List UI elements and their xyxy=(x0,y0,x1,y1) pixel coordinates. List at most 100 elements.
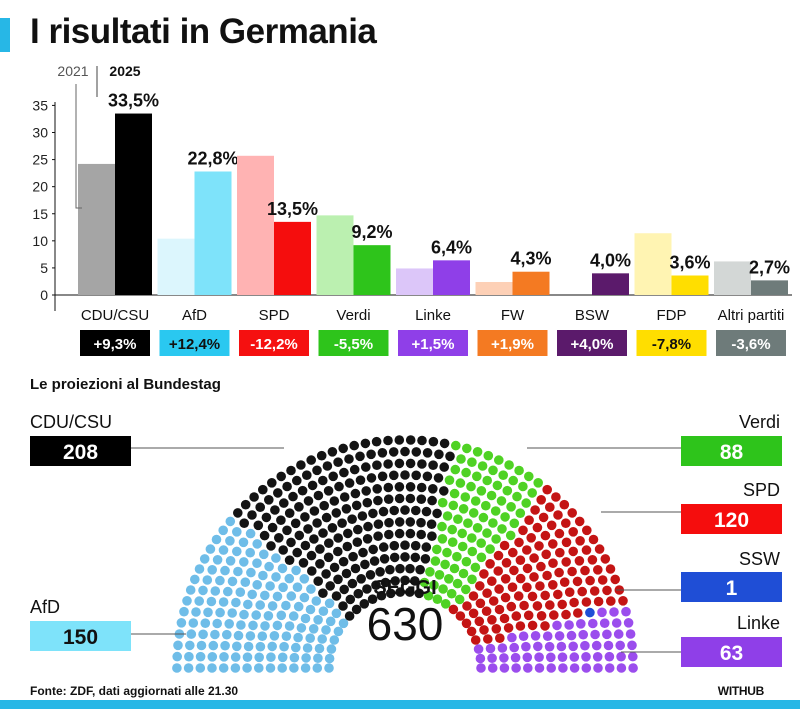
seat-3 xyxy=(597,575,608,585)
seat-0 xyxy=(227,608,237,618)
seat-5 xyxy=(588,618,598,629)
seat-3 xyxy=(559,499,570,510)
seat-1 xyxy=(417,459,427,469)
seat-2 xyxy=(490,506,501,516)
seat-0 xyxy=(215,607,225,618)
seat-1 xyxy=(324,538,334,548)
seat-3 xyxy=(513,591,524,601)
seat-0 xyxy=(232,527,242,537)
seat-0 xyxy=(172,663,182,673)
seat-2 xyxy=(476,552,487,563)
seat-0 xyxy=(206,596,217,607)
bar-2025-8 xyxy=(751,280,788,295)
seat-5 xyxy=(485,643,496,654)
seat-3 xyxy=(594,544,605,554)
seat-1 xyxy=(333,546,343,557)
seat-0 xyxy=(258,570,268,581)
seat-1 xyxy=(372,460,382,471)
seat-3 xyxy=(545,502,555,512)
seat-2 xyxy=(506,502,516,512)
seat-0 xyxy=(191,607,201,617)
seat-1 xyxy=(325,581,336,591)
change-badge-label: +9,3% xyxy=(94,336,137,353)
seat-0 xyxy=(186,629,197,639)
seat-1 xyxy=(400,552,410,562)
seat-5 xyxy=(518,631,529,641)
seat-1 xyxy=(433,473,444,483)
seat-3 xyxy=(485,559,495,569)
seat-3 xyxy=(514,537,524,548)
seat-2 xyxy=(440,559,450,570)
seat-1 xyxy=(337,518,347,528)
seat-0 xyxy=(236,620,246,630)
change-badge-3 xyxy=(318,330,389,356)
seat-1 xyxy=(400,470,410,480)
seat-1 xyxy=(323,552,334,563)
party-seats-count: 120 xyxy=(714,509,749,532)
page-title: I risultati in Germania xyxy=(30,12,377,51)
seat-1 xyxy=(270,505,280,515)
bar-2021-1 xyxy=(157,238,195,295)
seat-2 xyxy=(423,590,434,601)
seat-0 xyxy=(242,663,252,673)
bar-2021-5 xyxy=(475,282,513,295)
seat-1 xyxy=(338,601,348,611)
seat-0 xyxy=(324,598,335,609)
seat-3 xyxy=(488,596,499,606)
seat-0 xyxy=(257,631,268,641)
seat-1 xyxy=(394,435,405,445)
bar-value-label: 3,6% xyxy=(669,253,710,273)
change-badge-label: -12,2% xyxy=(250,336,298,353)
seat-1 xyxy=(395,587,406,597)
bar-value-label: 33,5% xyxy=(108,91,159,111)
seat-1 xyxy=(366,473,377,483)
seat-1 xyxy=(339,492,350,502)
seat-1 xyxy=(366,449,376,460)
seat-0 xyxy=(205,544,216,554)
seat-1 xyxy=(395,563,405,574)
seat-1 xyxy=(439,462,450,472)
seat-0 xyxy=(277,663,288,673)
seat-1 xyxy=(386,588,396,599)
seat-1 xyxy=(378,542,389,552)
bar-2025-1 xyxy=(194,171,232,295)
y-tick-label: 20 xyxy=(32,179,48,195)
seat-1 xyxy=(416,517,426,528)
seat-0 xyxy=(239,609,249,620)
seat-1 xyxy=(362,584,372,594)
seat-5 xyxy=(580,640,590,651)
seat-0 xyxy=(238,537,249,548)
seat-2 xyxy=(467,457,477,468)
seat-2 xyxy=(454,594,465,605)
seat-1 xyxy=(321,512,332,523)
seat-3 xyxy=(541,549,551,560)
seat-0 xyxy=(190,574,200,585)
seat-0 xyxy=(248,620,258,631)
seat-2 xyxy=(461,584,471,595)
seat-2 xyxy=(452,551,462,562)
seat-3 xyxy=(515,573,526,584)
seat-0 xyxy=(176,618,187,628)
seat-1 xyxy=(322,461,333,471)
y-tick-label: 15 xyxy=(32,206,48,222)
y-tick-label: 10 xyxy=(32,233,48,249)
seat-3 xyxy=(499,613,510,624)
change-badge-label: +1,9% xyxy=(491,336,534,353)
seat-3 xyxy=(575,536,585,546)
seat-3 xyxy=(569,597,579,608)
seat-1 xyxy=(329,496,340,506)
seat-2 xyxy=(512,491,522,502)
seat-3 xyxy=(610,574,620,585)
seat-0 xyxy=(269,631,280,641)
seat-5 xyxy=(604,651,615,662)
bottom-accent-bar xyxy=(0,700,800,709)
seat-1 xyxy=(307,480,318,491)
y-tick-label: 30 xyxy=(32,125,48,141)
seat-0 xyxy=(230,652,241,662)
seat-3 xyxy=(527,620,538,631)
seat-0 xyxy=(207,663,217,673)
seat-0 xyxy=(265,581,275,591)
seat-1 xyxy=(300,540,311,551)
seat-0 xyxy=(305,604,316,615)
category-label: SPD xyxy=(259,307,290,324)
